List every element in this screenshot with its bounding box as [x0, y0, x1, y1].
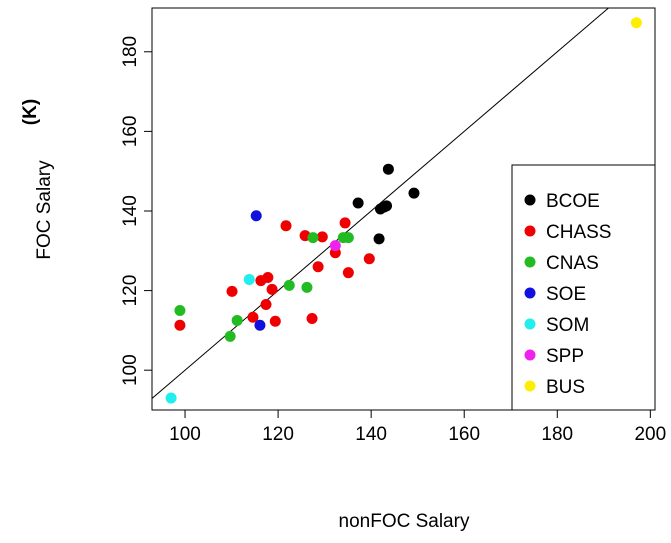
point [316, 231, 328, 243]
legend-box [511, 164, 656, 411]
point [224, 330, 236, 342]
point [342, 232, 354, 244]
point [408, 187, 420, 199]
point [226, 285, 238, 297]
point [174, 319, 186, 331]
point [266, 283, 278, 295]
x-tick-label: 140 [355, 424, 387, 445]
legend-marker [524, 380, 536, 392]
legend-marker [524, 318, 536, 330]
y-axis-unit: (K) [20, 99, 41, 125]
point [342, 267, 354, 279]
legend-marker [524, 225, 536, 237]
point [373, 233, 385, 245]
point [269, 315, 281, 327]
x-tick-label: 120 [262, 424, 294, 445]
point [254, 319, 266, 331]
point [280, 220, 292, 232]
legend-label: CHASS [546, 222, 611, 243]
point [174, 304, 186, 316]
x-tick-label: 180 [541, 424, 573, 445]
point [283, 279, 295, 291]
y-tick-label: 100 [120, 354, 141, 386]
y-tick-label: 140 [120, 195, 141, 227]
point [250, 210, 262, 222]
point [301, 281, 313, 293]
x-axis-label: nonFOC Salary [339, 511, 470, 532]
point [339, 217, 351, 229]
y-tick-label: 160 [120, 116, 141, 148]
y-tick-label: 120 [120, 275, 141, 307]
point [352, 197, 364, 209]
legend-label: CNAS [546, 253, 599, 274]
point [262, 271, 274, 283]
legend-label: SOM [546, 315, 589, 336]
legend-label: BCOE [546, 191, 600, 212]
legend-label: BUS [546, 377, 585, 398]
identity-line [152, 8, 610, 400]
point [306, 312, 318, 324]
x-tick-label: 100 [169, 424, 201, 445]
legend-marker [524, 194, 536, 206]
point [312, 261, 324, 273]
legend-marker [524, 287, 536, 299]
point [381, 200, 393, 212]
point [329, 240, 341, 252]
point [231, 314, 243, 326]
y-axis-label: FOC Salary [34, 160, 55, 260]
legend-marker [524, 349, 536, 361]
y-tick-label: 180 [120, 36, 141, 68]
point [382, 163, 394, 175]
legend-label: SPP [546, 346, 584, 367]
point [247, 311, 259, 323]
point [243, 273, 255, 285]
point [363, 253, 375, 265]
legend-label: SOE [546, 284, 586, 305]
x-tick-label: 200 [634, 424, 666, 445]
legend-marker [524, 256, 536, 268]
point [307, 232, 319, 244]
point [630, 17, 642, 29]
point [165, 392, 177, 404]
point [260, 299, 272, 311]
x-tick-label: 160 [448, 424, 480, 445]
